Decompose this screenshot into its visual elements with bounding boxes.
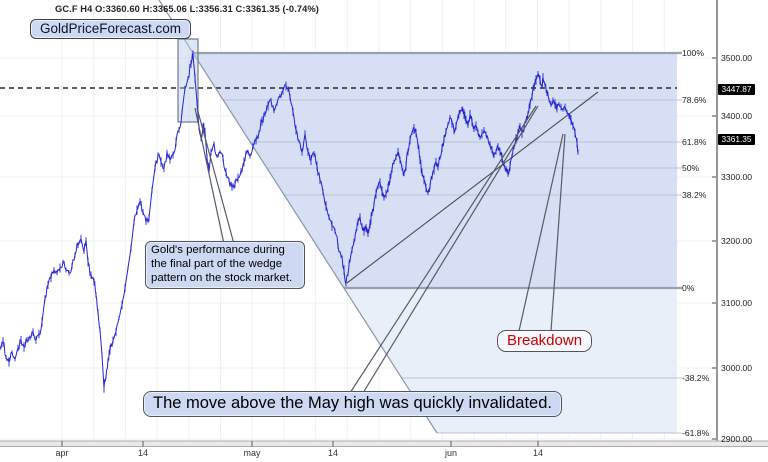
fib-level-label: -61.8% xyxy=(682,428,710,438)
ohlc-header: GC.F H4 O:3360.60 H:3365.06 L:3356.31 C:… xyxy=(55,4,319,14)
fib-level-label: 78.6% xyxy=(682,95,707,105)
price-tag: 3361.35 xyxy=(718,133,755,145)
time-axis-label: may xyxy=(243,448,261,458)
fib-level-label: 50% xyxy=(682,163,700,173)
price-axis-label: 3500.00 xyxy=(721,53,753,63)
time-axis-label: 14 xyxy=(137,448,148,458)
price-tag: 3447.87 xyxy=(718,83,755,95)
price-axis-label: 3200.00 xyxy=(721,236,753,246)
wedge-shade-upper xyxy=(193,53,677,288)
fib-level-label: 61.8% xyxy=(682,137,707,147)
fib-level-label: 100% xyxy=(682,48,704,58)
fib-level-label: 0% xyxy=(682,283,695,293)
price-axis-label: 3100.00 xyxy=(721,298,753,308)
time-axis-label: 14 xyxy=(532,448,543,458)
annotation-breakdown-label: Breakdown xyxy=(497,330,593,352)
watermark-label: GoldPriceForecast.com xyxy=(30,19,192,39)
price-axis-label: 3300.00 xyxy=(721,172,753,182)
fib-level-label: 38.2% xyxy=(682,190,707,200)
time-axis-label: apr xyxy=(55,448,69,458)
time-axis-label: 14 xyxy=(327,448,338,458)
price-axis-label: 2900.00 xyxy=(721,434,753,444)
price-axis-label: 3000.00 xyxy=(721,363,753,373)
annotation-wedge-note: Gold's performance during the final part… xyxy=(145,241,305,289)
time-axis-label: jun xyxy=(444,448,457,458)
annotation-invalidation-note: The move above the May high was quickly … xyxy=(143,391,562,417)
fib-level-label: -38.2% xyxy=(682,373,710,383)
price-axis-label: 3400.00 xyxy=(721,111,753,121)
